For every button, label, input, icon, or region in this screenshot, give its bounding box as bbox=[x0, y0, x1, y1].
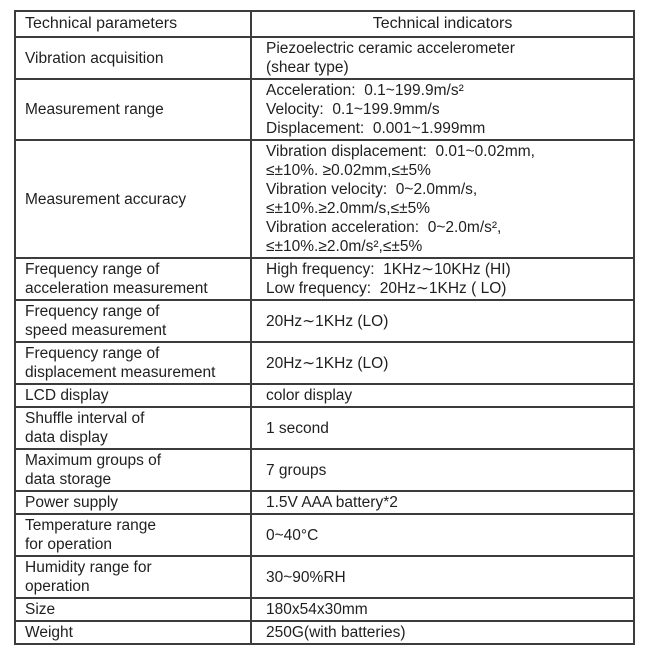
parameter-cell: Maximum groups of data storage bbox=[14, 448, 252, 492]
indicator-line: Vibration displacement: 0.01~0.02mm, bbox=[266, 143, 535, 160]
indicator-line: (shear type) bbox=[266, 59, 349, 76]
parameter-line: operation bbox=[25, 578, 90, 595]
table-row: Power supply 1.5V AAA battery*2 bbox=[14, 490, 635, 515]
parameter-cell: Size bbox=[14, 597, 252, 622]
parameter-line: Measurement range bbox=[25, 101, 164, 118]
parameter-line: acceleration measurement bbox=[25, 280, 208, 297]
parameter-line: for operation bbox=[25, 536, 113, 553]
indicator-line: Acceleration: 0.1~199.9m/s² bbox=[266, 82, 464, 99]
indicator-cell: 30~90%RH bbox=[250, 555, 635, 599]
indicator-cell: color display bbox=[250, 383, 635, 408]
parameter-line: LCD display bbox=[25, 387, 109, 404]
parameter-line: data display bbox=[25, 429, 108, 446]
indicator-line: 1 second bbox=[266, 419, 329, 437]
table-row: Weight 250G(with batteries) bbox=[14, 620, 635, 645]
indicator-cell: 20Hz∼1KHz (LO) bbox=[250, 341, 635, 385]
parameter-line: data storage bbox=[25, 471, 112, 488]
indicator-cell: 1 second bbox=[250, 406, 635, 450]
indicator-cell: Vibration displacement: 0.01~0.02mm, ≤±10… bbox=[250, 139, 635, 259]
indicator-cell: 7 groups bbox=[250, 448, 635, 492]
table-row: Frequency range of speed measurement 20Hz∼… bbox=[14, 299, 635, 343]
indicator-line: ≤±10%.≥2.0mm/s,≤±5% bbox=[266, 200, 430, 217]
indicator-cell: Piezoelectric ceramic accelerometer (shea… bbox=[250, 36, 635, 80]
table-row: Shuffle interval of data display 1 second bbox=[14, 406, 635, 450]
parameter-cell: Frequency range of speed measurement bbox=[14, 299, 252, 343]
parameter-line: Maximum groups of bbox=[25, 452, 162, 469]
parameter-line: Shuffle interval of bbox=[25, 410, 145, 427]
table-row: Humidity range for operation 30~90%RH bbox=[14, 555, 635, 599]
indicator-line: 20Hz∼1KHz (LO) bbox=[266, 312, 389, 330]
parameter-line: Frequency range of bbox=[25, 303, 160, 320]
parameter-line: speed measurement bbox=[25, 322, 167, 339]
table-row: Temperature range for operation 0~40°C bbox=[14, 513, 635, 557]
indicator-line: Vibration velocity: 0~2.0mm/s, bbox=[266, 181, 478, 198]
parameter-cell: Vibration acquisition bbox=[14, 36, 252, 80]
indicator-line: Displacement: 0.001~1.999mm bbox=[266, 120, 486, 137]
table-row: Frequency range of displacement measureme… bbox=[14, 341, 635, 385]
parameter-line: displacement measurement bbox=[25, 364, 216, 381]
parameter-line: Frequency range of bbox=[25, 345, 160, 362]
table-row: LCD display color display bbox=[14, 383, 635, 408]
indicator-line: Piezoelectric ceramic accelerometer bbox=[266, 40, 515, 57]
indicator-line: Velocity: 0.1~199.9mm/s bbox=[266, 101, 440, 118]
indicator-cell: 0~40°C bbox=[250, 513, 635, 557]
parameter-cell: Frequency range of acceleration measureme… bbox=[14, 257, 252, 301]
parameter-line: Frequency range of bbox=[25, 261, 160, 278]
indicator-cell: Acceleration: 0.1~199.9m/s² Velocity: 0.1… bbox=[250, 78, 635, 141]
table-row: Measurement accuracy Vibration displaceme… bbox=[14, 139, 635, 259]
indicator-line: 1.5V AAA battery*2 bbox=[266, 494, 398, 511]
table-row: Maximum groups of data storage 7 groups bbox=[14, 448, 635, 492]
table-row: Frequency range of acceleration measureme… bbox=[14, 257, 635, 301]
parameter-cell: Shuffle interval of data display bbox=[14, 406, 252, 450]
parameter-cell: Weight bbox=[14, 620, 252, 645]
column-header-technical-indicators: Technical indicators bbox=[250, 10, 635, 38]
parameter-line: Weight bbox=[25, 624, 73, 641]
parameter-line: Measurement accuracy bbox=[25, 190, 187, 208]
indicator-cell: High frequency: 1KHz∼10KHz (HI) Low frequ… bbox=[250, 257, 635, 301]
indicator-cell: 250G(with batteries) bbox=[250, 620, 635, 645]
indicator-line: High frequency: 1KHz∼10KHz (HI) bbox=[266, 261, 511, 278]
indicator-line: 250G(with batteries) bbox=[266, 624, 406, 641]
indicator-line: 0~40°C bbox=[266, 526, 319, 544]
indicator-cell: 180x54x30mm bbox=[250, 597, 635, 622]
table-row: Measurement range Acceleration: 0.1~199.9… bbox=[14, 78, 635, 141]
parameter-line: Size bbox=[25, 601, 56, 618]
indicator-line: 7 groups bbox=[266, 461, 327, 479]
parameter-cell: Power supply bbox=[14, 490, 252, 515]
indicator-line: Low frequency: 20Hz∼1KHz ( LO) bbox=[266, 280, 507, 297]
parameter-cell: Frequency range of displacement measureme… bbox=[14, 341, 252, 385]
indicator-line: color display bbox=[266, 387, 353, 404]
indicator-line: Vibration acceleration: 0~2.0m/s², bbox=[266, 219, 502, 236]
indicator-line: 20Hz∼1KHz (LO) bbox=[266, 354, 389, 372]
header-row: Technical parameters Technical indicator… bbox=[14, 10, 635, 38]
indicator-line: 30~90%RH bbox=[266, 568, 346, 586]
parameter-line: Vibration acquisition bbox=[25, 49, 164, 67]
parameter-cell: Measurement range bbox=[14, 78, 252, 141]
parameter-line: Humidity range for bbox=[25, 559, 152, 576]
indicator-cell: 1.5V AAA battery*2 bbox=[250, 490, 635, 515]
column-header-technical-parameters: Technical parameters bbox=[14, 10, 252, 38]
indicator-line: 180x54x30mm bbox=[266, 601, 368, 618]
indicator-line: ≤±10%. ≥0.02mm,≤±5% bbox=[266, 162, 431, 179]
parameter-line: Power supply bbox=[25, 494, 119, 511]
parameter-line: Temperature range bbox=[25, 517, 156, 534]
indicator-line: ≤±10%.≥2.0m/s²,≤±5% bbox=[266, 238, 423, 255]
table-row: Size 180x54x30mm bbox=[14, 597, 635, 622]
indicator-cell: 20Hz∼1KHz (LO) bbox=[250, 299, 635, 343]
spec-table-body: Vibration acquisition Piezoelectric ceram… bbox=[14, 36, 635, 645]
parameter-cell: Humidity range for operation bbox=[14, 555, 252, 599]
parameter-cell: LCD display bbox=[14, 383, 252, 408]
table-row: Vibration acquisition Piezoelectric ceram… bbox=[14, 36, 635, 80]
parameter-cell: Measurement accuracy bbox=[14, 139, 252, 259]
parameter-cell: Temperature range for operation bbox=[14, 513, 252, 557]
technical-parameters-table: Technical parameters Technical indicator… bbox=[14, 10, 635, 645]
